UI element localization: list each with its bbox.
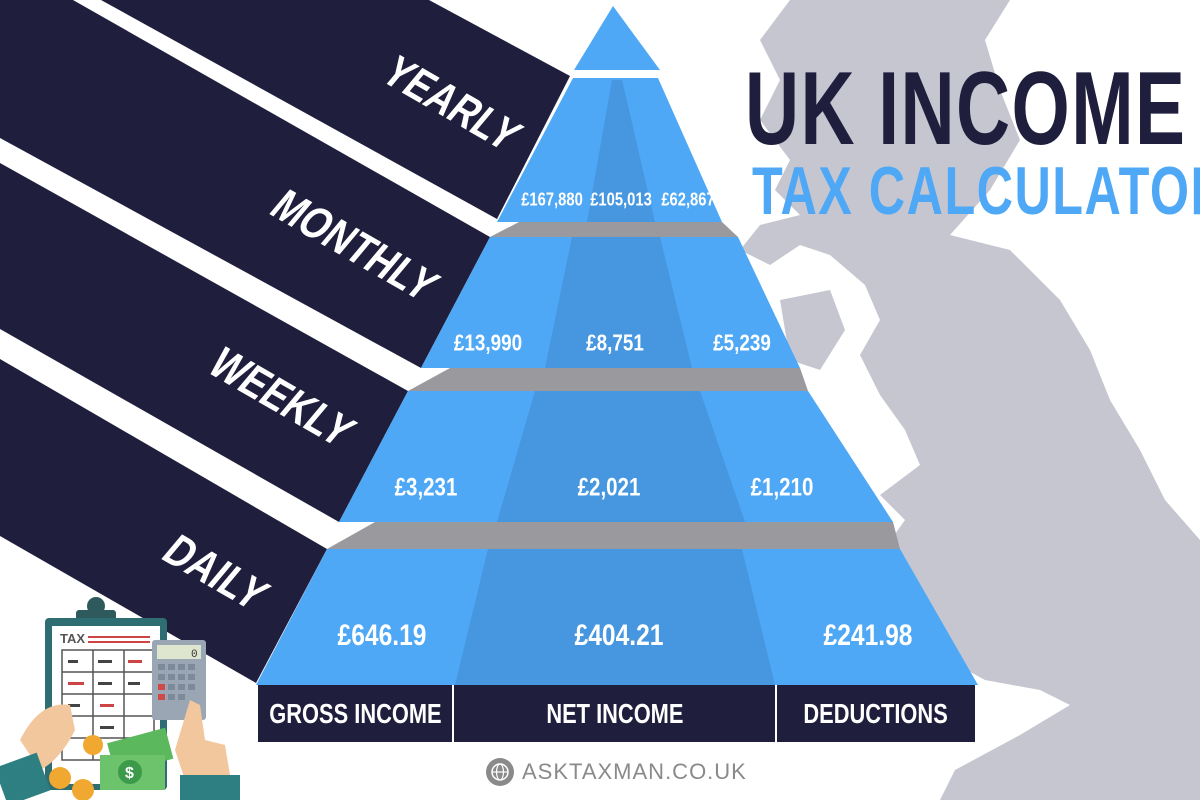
daily-gross: £646.19 <box>337 619 427 652</box>
column-gross-income: GROSS INCOME <box>268 697 442 729</box>
tier-monthly-mid <box>545 237 692 368</box>
band-yearly <box>101 0 570 219</box>
calculator-display: 0 <box>191 649 198 661</box>
uk-map <box>740 0 1200 800</box>
monthly-net: £8,751 <box>586 329 644 356</box>
monthly-gross: £13,990 <box>453 329 523 356</box>
pyramid-cap <box>574 6 660 70</box>
daily-net: £404.21 <box>574 619 664 652</box>
tier-daily-mid <box>455 549 775 685</box>
weekly-gross: £3,231 <box>394 473 458 502</box>
yearly-net: £105,013 <box>590 189 652 210</box>
yearly-gross: £167,880 <box>521 189 583 210</box>
column-net-income: NET INCOME <box>545 697 684 729</box>
svg-text:$: $ <box>125 765 134 782</box>
gap-3 <box>327 522 900 549</box>
weekly-net: £2,021 <box>577 473 641 502</box>
globe-icon <box>486 758 514 786</box>
gap-2 <box>408 368 808 391</box>
northern-ireland-map <box>780 290 845 370</box>
tier-yearly-mid <box>587 80 655 222</box>
tax-clipart: TAX 0 $ <box>0 597 240 800</box>
title-line-1: UK INCOME <box>745 51 1187 167</box>
clipboard-tax-text: TAX <box>60 631 85 646</box>
column-bar <box>258 685 975 742</box>
gap-1 <box>490 222 738 237</box>
band-daily <box>0 359 327 683</box>
band-weekly <box>0 163 408 522</box>
footer: ASKTAXMAN.CO.UK <box>486 758 747 786</box>
title-line-2: TAX CALCULATOR <box>752 153 1200 229</box>
daily-deductions: £241.98 <box>823 619 913 652</box>
band-top <box>0 0 490 368</box>
column-deductions: DEDUCTIONS <box>803 697 949 729</box>
monthly-deductions: £5,239 <box>713 329 771 356</box>
yearly-deductions: £62,867 <box>661 189 715 210</box>
tier-weekly-mid <box>497 391 745 522</box>
site-link[interactable]: ASKTAXMAN.CO.UK <box>522 759 747 784</box>
weekly-deductions: £1,210 <box>750 473 814 502</box>
